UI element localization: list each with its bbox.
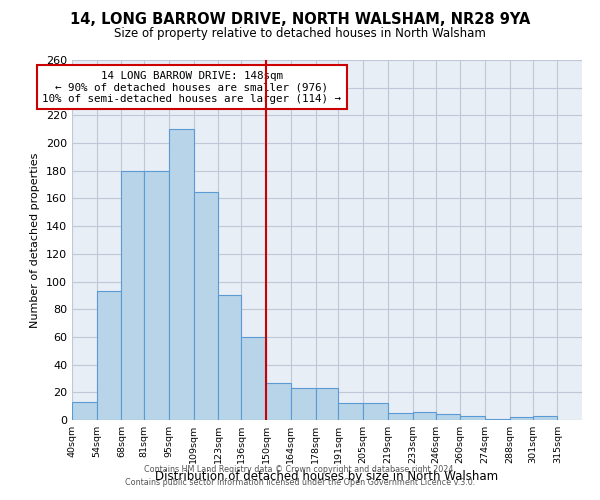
Text: Contains HM Land Registry data © Crown copyright and database right 2024.: Contains HM Land Registry data © Crown c… [144,466,456,474]
Bar [388,413,413,420]
Y-axis label: Number of detached properties: Number of detached properties [31,152,40,328]
Bar [145,171,169,420]
Bar [460,416,485,420]
Bar [266,382,291,420]
Bar [218,296,241,420]
Bar [533,416,557,420]
Bar [241,337,266,420]
Bar [72,402,97,420]
Bar [121,171,145,420]
Bar [436,414,460,420]
Text: Size of property relative to detached houses in North Walsham: Size of property relative to detached ho… [114,28,486,40]
Bar [363,404,388,420]
Bar [316,388,338,420]
Bar [97,291,121,420]
Bar [291,388,316,420]
Bar [338,404,363,420]
X-axis label: Distribution of detached houses by size in North Walsham: Distribution of detached houses by size … [155,470,499,484]
Bar [509,417,533,420]
Text: Contains public sector information licensed under the Open Government Licence v.: Contains public sector information licen… [125,478,475,487]
Bar [485,418,509,420]
Bar [169,129,194,420]
Text: 14 LONG BARROW DRIVE: 148sqm
← 90% of detached houses are smaller (976)
10% of s: 14 LONG BARROW DRIVE: 148sqm ← 90% of de… [43,71,341,104]
Bar [413,412,436,420]
Bar [194,192,218,420]
Text: 14, LONG BARROW DRIVE, NORTH WALSHAM, NR28 9YA: 14, LONG BARROW DRIVE, NORTH WALSHAM, NR… [70,12,530,28]
